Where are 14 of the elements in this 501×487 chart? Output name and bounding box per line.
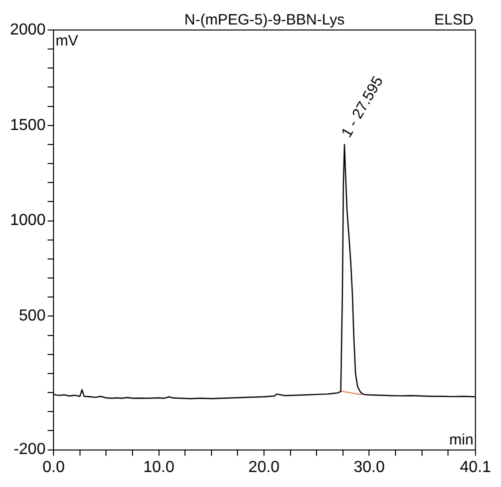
x-axis-title: min [449, 431, 474, 448]
y-tick-label: 2000 [10, 21, 46, 38]
x-tick-label: 30.0 [354, 458, 385, 476]
x-tick-label: 0.0 [42, 458, 65, 476]
chart-title: N-(mPEG-5)-9-BBN-Lys [184, 12, 345, 29]
chart-subtitle: ELSD [434, 12, 474, 29]
y-axis-title: mV [56, 32, 78, 50]
x-tick-label: 20.0 [248, 458, 280, 476]
x-tick-label: 10.0 [143, 458, 174, 476]
x-tick-label: 40.1 [460, 458, 492, 476]
y-tick-label: 1500 [10, 116, 46, 134]
y-tick-label: 1000 [10, 212, 46, 230]
y-tick-label: 500 [18, 308, 46, 325]
y-tick-label: -200 [14, 441, 46, 458]
